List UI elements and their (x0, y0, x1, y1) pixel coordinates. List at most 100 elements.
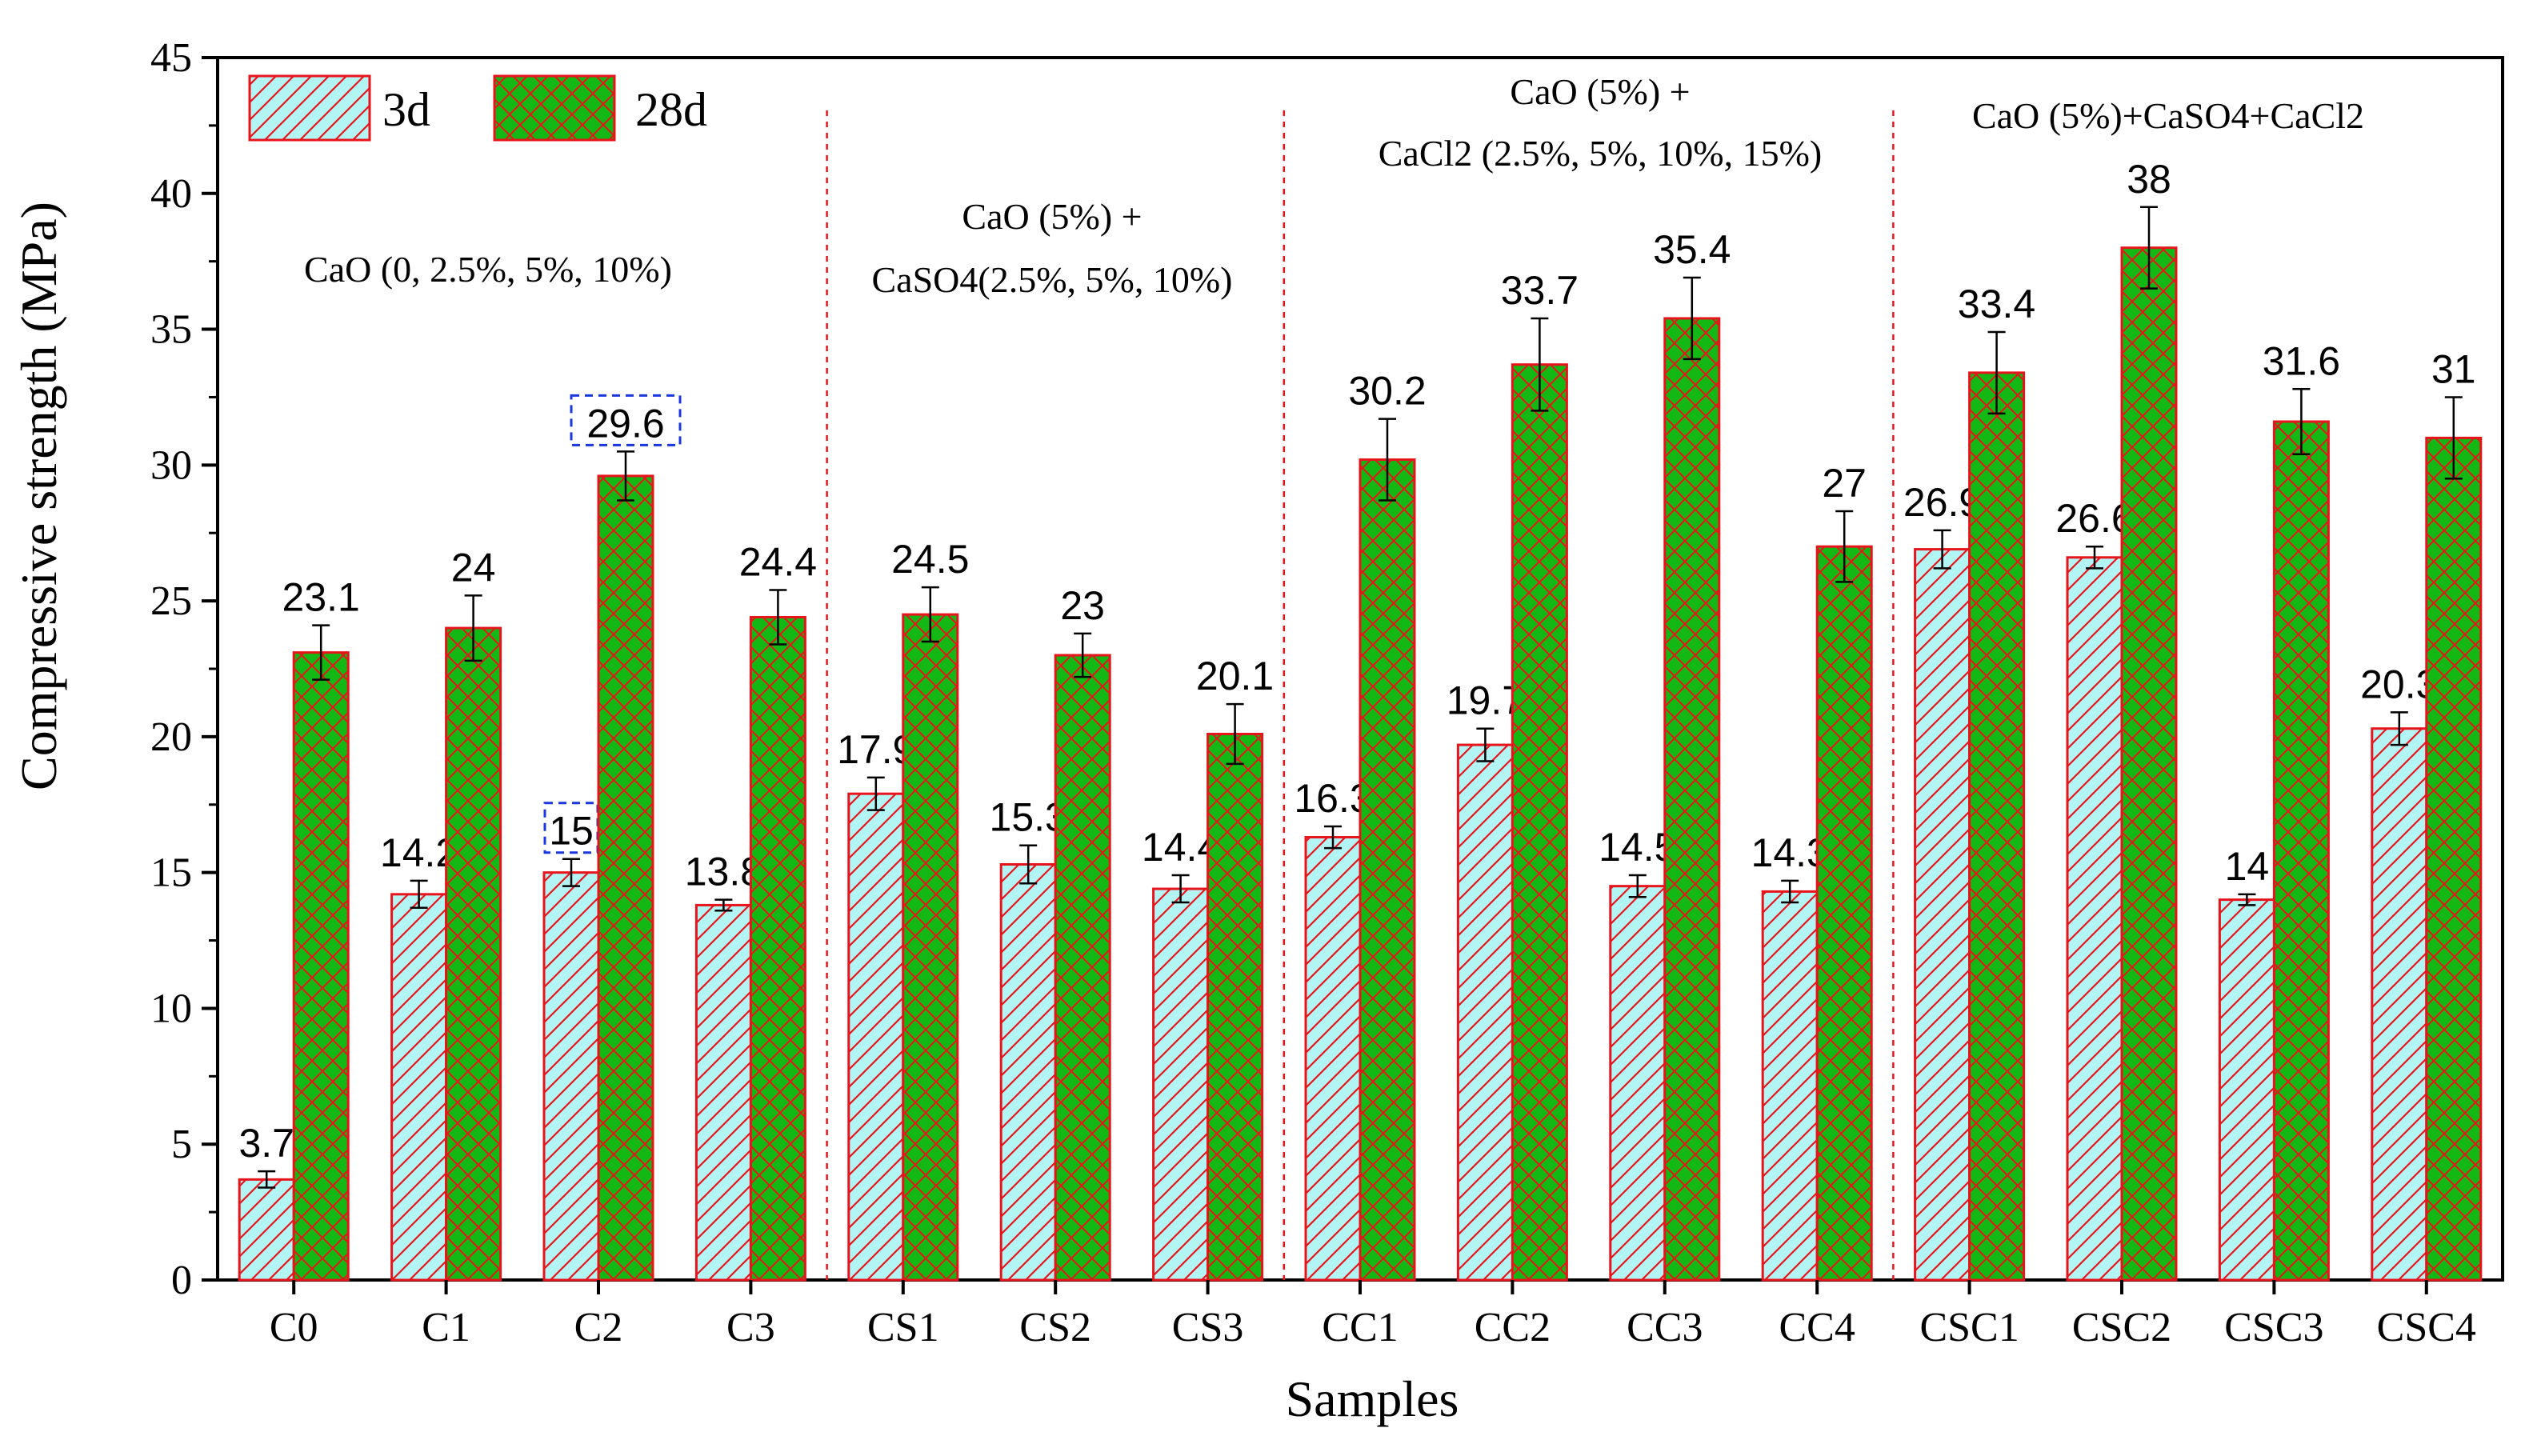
data-label-3d-CC3: 14.5 (1599, 825, 1676, 870)
y-tick-label: 35 (150, 307, 192, 353)
legend-label-3d: 3d (382, 83, 430, 136)
data-label-3d-CSC3: 14 (2225, 844, 2270, 889)
data-label-3d-C2: 15 (549, 809, 594, 854)
bar-28d-C1 (445, 626, 502, 1282)
data-label-28d-CSC1: 33.4 (1958, 282, 2035, 326)
x-tick-label-C1: C1 (422, 1305, 470, 1350)
bar-3d-CS2 (999, 862, 1057, 1282)
bar-3d-CC1 (1304, 836, 1362, 1282)
x-tick-label-C3: C3 (726, 1305, 775, 1350)
data-label-3d-CS2: 15.3 (990, 795, 1067, 840)
data-label-3d-CC1: 16.3 (1294, 776, 1371, 821)
data-label-28d-CSC2: 38 (2127, 157, 2171, 202)
bar-3d-CC4 (1761, 890, 1819, 1282)
data-label-28d-C1: 24 (451, 545, 496, 590)
data-label-3d-C0: 3.7 (238, 1121, 294, 1166)
x-tick-label-CSC4: CSC4 (2377, 1305, 2476, 1350)
highlight-box (543, 802, 599, 854)
data-label-3d-CS1: 17.9 (837, 727, 914, 772)
data-label-3d-CC2: 19.7 (1447, 678, 1524, 723)
data-label-3d-CSC1: 26.9 (1903, 480, 1981, 525)
bar-3d-CSC1 (1914, 548, 1971, 1282)
bar-28d-CC2 (1511, 363, 1568, 1282)
x-tick-label-CSC3: CSC3 (2224, 1305, 2323, 1350)
y-tick-label: 25 (150, 578, 192, 624)
bar-28d-CSC1 (1968, 371, 2026, 1282)
bar-3d-CS1 (847, 792, 905, 1282)
data-label-28d-CS3: 20.1 (1196, 654, 1274, 698)
bar-28d-CS1 (902, 613, 959, 1282)
bar-3d-C1 (390, 893, 448, 1282)
bar-28d-CS2 (1054, 654, 1111, 1282)
bar-28d-CC1 (1359, 458, 1416, 1282)
data-label-28d-CC2: 33.7 (1501, 268, 1579, 313)
data-label-3d-C1: 14.2 (380, 830, 458, 875)
legend-label-28d: 28d (635, 83, 707, 136)
bar-28d-C0 (292, 651, 350, 1282)
x-tick-label-CC2: CC2 (1475, 1305, 1551, 1350)
bar-3d-CSC2 (2066, 556, 2123, 1282)
legend-swatch-3d (248, 74, 371, 142)
bar-28d-C2 (597, 474, 654, 1282)
bar-28d-CSC3 (2272, 420, 2330, 1282)
x-tick-label-C2: C2 (574, 1305, 623, 1350)
data-label-28d-CSC3: 31.6 (2263, 338, 2340, 383)
bar-3d-CSC3 (2218, 898, 2275, 1282)
bar-28d-CC3 (1663, 317, 1721, 1282)
bar-3d-CC3 (1609, 885, 1667, 1282)
bar-3d-C3 (694, 903, 752, 1282)
bar-28d-CSC2 (2120, 246, 2178, 1282)
bar-28d-CS3 (1206, 732, 1264, 1282)
x-tick-label-CC3: CC3 (1627, 1305, 1703, 1350)
data-label-28d-C3: 24.4 (739, 540, 817, 585)
y-tick-label: 45 (150, 35, 192, 81)
x-tick-label-CS3: CS3 (1172, 1305, 1244, 1350)
x-tick-label-CSC2: CSC2 (2072, 1305, 2171, 1350)
bar-3d-C0 (238, 1178, 295, 1282)
y-tick-label: 0 (171, 1258, 192, 1303)
data-label-28d-CC3: 35.4 (1653, 227, 1731, 272)
x-tick-label-CC4: CC4 (1779, 1305, 1855, 1350)
bar-3d-CS3 (1152, 887, 1210, 1282)
y-tick-label: 10 (150, 986, 192, 1031)
x-tick-label-CS1: CS1 (867, 1305, 939, 1350)
x-tick-label-CSC1: CSC1 (1919, 1305, 2019, 1350)
data-label-3d-CSC4: 20.3 (2360, 662, 2438, 706)
data-label-28d-CSC4: 31 (2431, 346, 2476, 391)
x-axis-title: Samples (1286, 1370, 1459, 1427)
data-label-3d-CC4: 14.3 (1751, 830, 1829, 875)
data-label-28d-CC4: 27 (1822, 461, 1867, 506)
y-axis-title: Compressive strength (MPa) (10, 202, 67, 790)
x-tick-label-CC1: CC1 (1322, 1305, 1398, 1350)
y-tick-label: 15 (150, 850, 192, 896)
bar-3d-CC2 (1456, 743, 1514, 1282)
bar-28d-C3 (749, 615, 806, 1282)
group-label: CaO (5%) + (962, 196, 1142, 237)
data-label-28d-CS2: 23 (1060, 583, 1105, 628)
x-tick-label-C0: C0 (270, 1305, 318, 1350)
group-label: CaSO4(2.5%, 5%, 10%) (872, 259, 1233, 300)
bar-3d-CSC4 (2371, 727, 2428, 1282)
group-label: CaO (5%) + (1510, 71, 1690, 112)
bar-3d-C2 (542, 871, 600, 1282)
x-tick-label-CS2: CS2 (1019, 1305, 1091, 1350)
data-label-28d-CS1: 24.5 (891, 537, 969, 582)
data-label-28d-C2: 29.6 (586, 401, 664, 446)
y-tick-label: 40 (150, 171, 192, 217)
group-label: CaO (5%)+CaSO4+CaCl2 (1972, 95, 2364, 136)
group-label: CaO (0, 2.5%, 5%, 10%) (304, 249, 672, 290)
y-tick-label: 30 (150, 442, 192, 488)
group-label: CaCl2 (2.5%, 5%, 10%, 15%) (1379, 133, 1822, 174)
bar-28d-CSC4 (2425, 436, 2483, 1282)
data-label-3d-C3: 13.8 (685, 850, 762, 894)
data-label-28d-C0: 23.1 (282, 575, 360, 620)
data-label-3d-CSC2: 26.6 (2055, 496, 2133, 541)
bar-28d-CC4 (1815, 545, 1873, 1282)
y-tick-label: 5 (171, 1122, 192, 1167)
highlight-box (570, 394, 682, 446)
y-tick-label: 20 (150, 714, 192, 760)
data-label-3d-CS3: 14.4 (1142, 825, 1219, 870)
data-label-28d-CC1: 30.2 (1348, 369, 1426, 414)
legend-swatch-28d (493, 74, 616, 142)
